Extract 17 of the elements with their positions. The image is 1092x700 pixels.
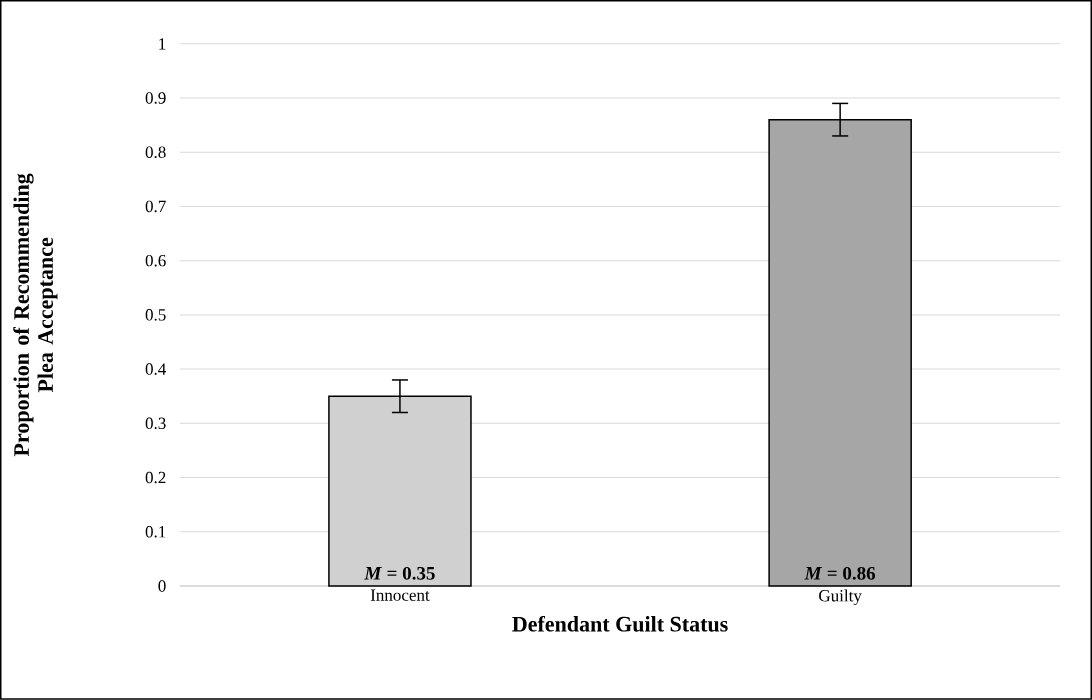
data-label: M = 0.86 <box>804 567 876 580</box>
y-tick-label: 0.7 <box>145 200 166 213</box>
y-tick-label: 0 <box>158 580 166 592</box>
x-tick-label: Guilty <box>819 589 862 606</box>
x-tick-label: Innocent <box>370 589 430 601</box>
y-tick-label: 1 <box>159 38 166 50</box>
y-tick-label: 0.1 <box>145 526 166 538</box>
y-tick-label: 0.4 <box>145 363 167 375</box>
y-tick-label: 0.8 <box>145 146 166 159</box>
data-label: M = 0.35 <box>364 567 435 580</box>
y-tick-label: 0.9 <box>145 92 166 104</box>
y-tick-label: 0.5 <box>145 309 166 321</box>
y-tick-label: 0.6 <box>145 254 166 267</box>
y-tick-label: 0.2 <box>145 471 166 484</box>
x-axis-title: Defendant Guilt Status <box>512 615 728 632</box>
y-tick-label: 0.3 <box>145 417 166 430</box>
y-axis-title: Proportion of Recommending Plea Acceptance <box>13 173 58 457</box>
